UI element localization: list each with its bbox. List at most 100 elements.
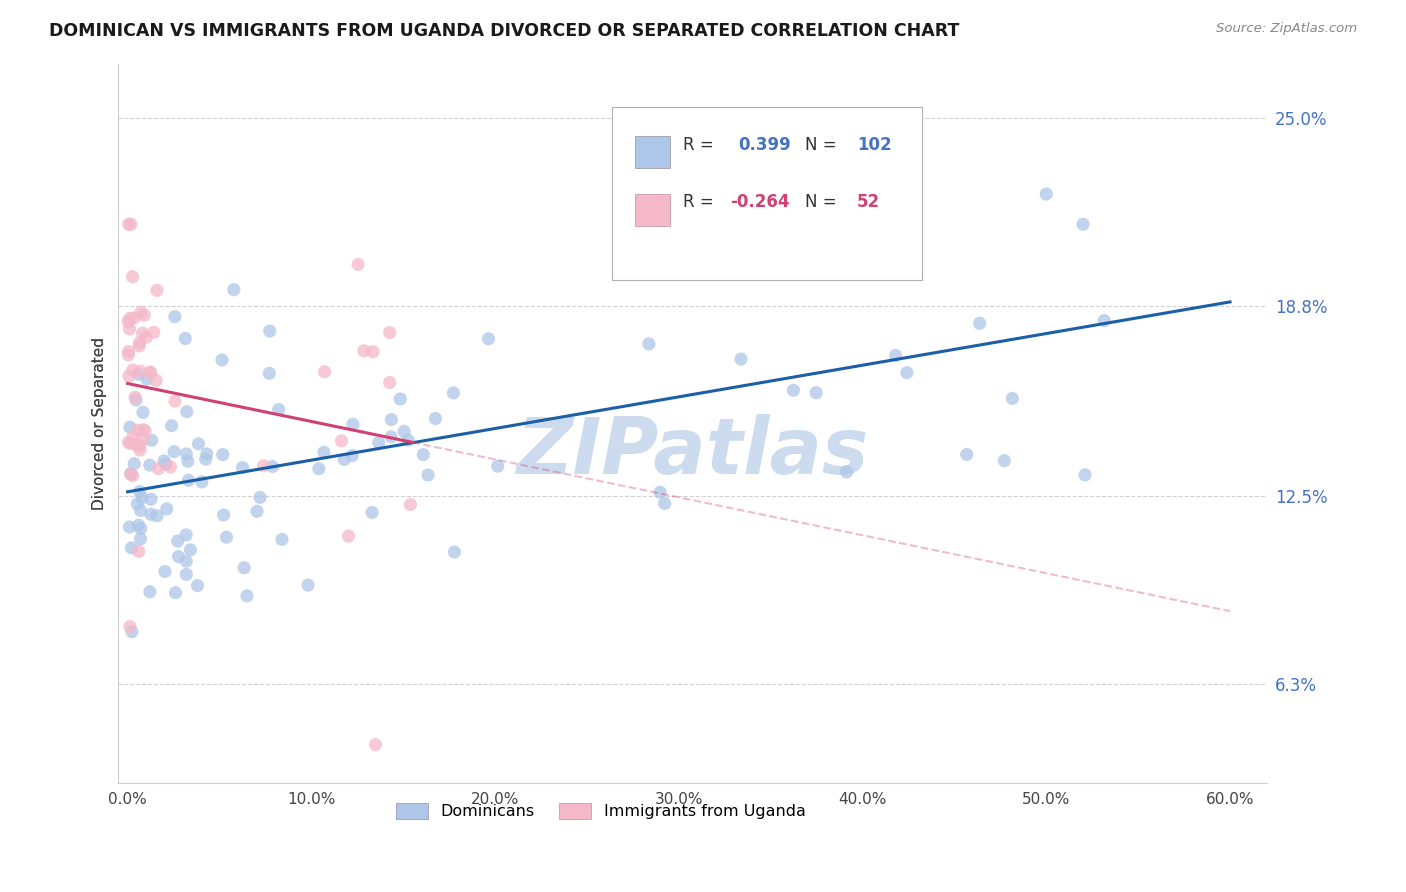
Point [367, 435, 389, 450]
Point [155, 457, 177, 471]
Point [364, 738, 387, 752]
Point [146, 508, 169, 523]
Point [259, 366, 281, 380]
Point [132, 405, 155, 419]
Point [650, 485, 672, 500]
Point [141, 434, 163, 448]
Point [129, 364, 152, 378]
Point [163, 444, 186, 458]
Point [993, 453, 1015, 467]
Point [127, 423, 149, 437]
Point [378, 376, 401, 390]
Point [121, 541, 143, 555]
Point [121, 624, 143, 639]
Point [613, 157, 636, 171]
Point [129, 532, 152, 546]
Point [314, 365, 336, 379]
Point [128, 484, 150, 499]
Point [425, 411, 447, 425]
Y-axis label: Divorced or Separated: Divorced or Separated [93, 337, 107, 510]
Text: R =: R = [683, 194, 714, 211]
Point [153, 565, 176, 579]
Point [176, 405, 198, 419]
Point [412, 448, 434, 462]
Point [782, 383, 804, 397]
Point [160, 418, 183, 433]
Text: 102: 102 [856, 136, 891, 153]
Point [134, 424, 156, 438]
Point [174, 554, 197, 568]
Y-axis label: Divorced or Separated: Divorced or Separated [93, 337, 107, 510]
Point [835, 465, 858, 479]
Point [124, 438, 146, 452]
Point [486, 459, 509, 474]
Point [249, 491, 271, 505]
Point [347, 257, 370, 271]
Point [165, 585, 187, 599]
Point [122, 311, 145, 326]
Point [139, 366, 162, 380]
Point [129, 503, 152, 517]
Point [129, 305, 152, 319]
Point [118, 436, 141, 450]
Point [167, 549, 190, 564]
Point [416, 468, 439, 483]
Point [128, 438, 150, 452]
Text: -0.264: -0.264 [731, 194, 790, 211]
Point [131, 326, 153, 340]
Point [120, 467, 142, 481]
Point [259, 324, 281, 338]
Text: N =: N = [806, 194, 837, 211]
Point [806, 385, 828, 400]
Point [139, 508, 162, 522]
Point [330, 434, 353, 448]
Point [148, 461, 170, 475]
Point [765, 268, 787, 282]
Point [231, 460, 253, 475]
Point [1001, 392, 1024, 406]
Text: DOMINICAN VS IMMIGRANTS FROM UGANDA DIVORCED OR SEPARATED CORRELATION CHART: DOMINICAN VS IMMIGRANTS FROM UGANDA DIVO… [49, 22, 959, 40]
Point [129, 522, 152, 536]
Point [118, 520, 141, 534]
Point [342, 449, 364, 463]
Point [117, 435, 139, 450]
Point [121, 430, 143, 444]
Point [477, 332, 499, 346]
Point [129, 443, 152, 458]
Point [222, 283, 245, 297]
Legend: Dominicans, Immigrants from Uganda: Dominicans, Immigrants from Uganda [389, 797, 811, 826]
Point [233, 560, 256, 574]
Point [163, 394, 186, 409]
Point [139, 492, 162, 507]
Text: 0.399: 0.399 [738, 136, 792, 153]
Point [361, 505, 384, 519]
FancyBboxPatch shape [612, 107, 922, 280]
Point [128, 368, 150, 382]
Point [146, 283, 169, 297]
Point [353, 343, 375, 358]
Point [884, 349, 907, 363]
Point [153, 454, 176, 468]
Point [211, 353, 233, 368]
Point [176, 447, 198, 461]
Point [132, 432, 155, 446]
Point [271, 533, 294, 547]
Point [117, 315, 139, 329]
Point [135, 330, 157, 344]
Point [262, 459, 284, 474]
Point [127, 497, 149, 511]
Point [361, 344, 384, 359]
Point [396, 433, 419, 447]
Point [128, 339, 150, 353]
Point [1092, 313, 1115, 327]
Point [128, 544, 150, 558]
Point [896, 366, 918, 380]
Point [128, 335, 150, 350]
Point [177, 454, 200, 468]
Point [312, 445, 335, 459]
Point [166, 534, 188, 549]
Point [118, 217, 141, 231]
Point [156, 502, 179, 516]
Point [195, 447, 218, 461]
Point [132, 423, 155, 437]
